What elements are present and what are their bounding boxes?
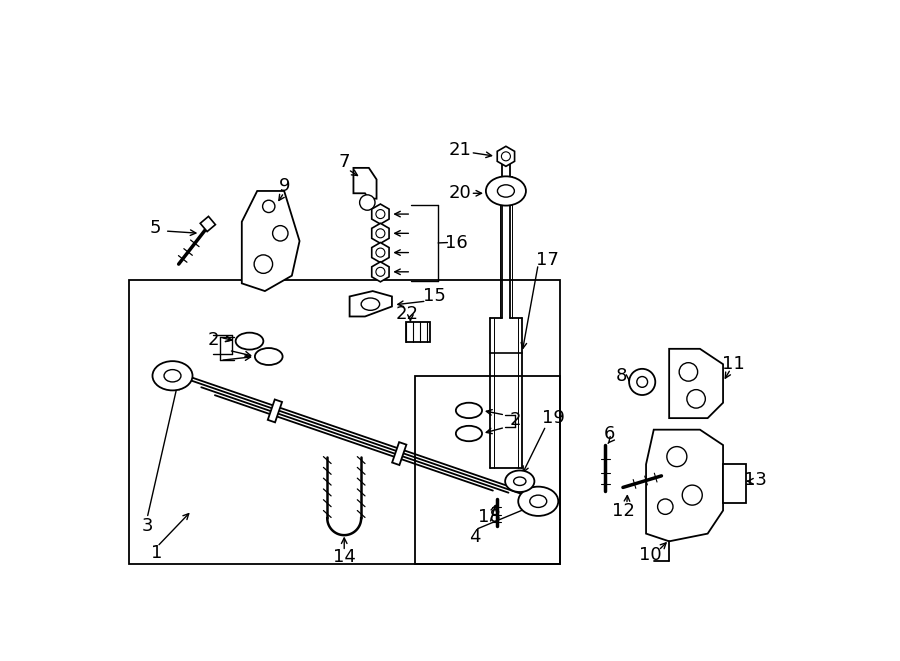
Text: 3: 3 [141, 517, 153, 535]
Bar [406, 322, 430, 342]
Circle shape [687, 389, 706, 408]
Circle shape [360, 195, 375, 210]
Ellipse shape [629, 369, 655, 395]
Polygon shape [372, 204, 389, 224]
Text: 18: 18 [479, 508, 501, 525]
Text: 4: 4 [470, 529, 481, 547]
Bar [129, 280, 560, 564]
Text: 19: 19 [542, 409, 565, 427]
Circle shape [273, 225, 288, 241]
Ellipse shape [361, 298, 380, 310]
Text: 16: 16 [446, 233, 468, 252]
Polygon shape [349, 291, 392, 317]
Circle shape [658, 499, 673, 514]
Polygon shape [268, 399, 282, 422]
Text: 10: 10 [639, 546, 662, 564]
Circle shape [376, 210, 385, 219]
Text: 15: 15 [423, 288, 446, 305]
Polygon shape [497, 146, 515, 167]
Ellipse shape [486, 176, 526, 206]
Text: 14: 14 [333, 548, 356, 566]
Polygon shape [242, 191, 300, 291]
Text: 20: 20 [448, 184, 471, 202]
Circle shape [376, 229, 385, 238]
Polygon shape [723, 464, 746, 503]
Text: 13: 13 [744, 471, 767, 488]
Polygon shape [372, 243, 389, 262]
Polygon shape [392, 442, 407, 465]
Ellipse shape [514, 477, 526, 485]
Text: 9: 9 [278, 176, 290, 194]
Ellipse shape [164, 369, 181, 382]
Text: 12: 12 [611, 502, 634, 520]
Polygon shape [372, 223, 389, 243]
Bar [200, 216, 215, 231]
Circle shape [263, 200, 274, 213]
Circle shape [667, 447, 687, 467]
Bar [415, 375, 560, 564]
Circle shape [680, 363, 698, 381]
Circle shape [501, 152, 510, 161]
Polygon shape [646, 430, 723, 541]
Text: 1: 1 [151, 544, 163, 562]
Text: 8: 8 [616, 367, 627, 385]
Text: 6: 6 [604, 424, 616, 442]
Ellipse shape [255, 348, 283, 365]
Circle shape [376, 248, 385, 257]
Polygon shape [354, 168, 376, 199]
Text: 17: 17 [536, 251, 559, 269]
Text: 7: 7 [338, 153, 350, 171]
Text: 22: 22 [396, 305, 418, 323]
Circle shape [682, 485, 702, 505]
Ellipse shape [456, 426, 482, 442]
Ellipse shape [637, 377, 648, 387]
Ellipse shape [498, 185, 515, 197]
Polygon shape [669, 349, 723, 418]
Ellipse shape [518, 486, 558, 516]
Ellipse shape [456, 403, 482, 418]
Ellipse shape [152, 361, 193, 391]
Text: 11: 11 [722, 355, 744, 373]
Text: 21: 21 [448, 141, 471, 159]
Circle shape [376, 267, 385, 276]
Ellipse shape [236, 332, 264, 350]
Text: 2: 2 [509, 410, 521, 429]
Text: 5: 5 [149, 219, 161, 237]
Circle shape [254, 255, 273, 274]
Text: 2: 2 [208, 330, 219, 348]
Ellipse shape [530, 495, 546, 508]
Ellipse shape [505, 471, 535, 492]
Polygon shape [372, 262, 389, 282]
